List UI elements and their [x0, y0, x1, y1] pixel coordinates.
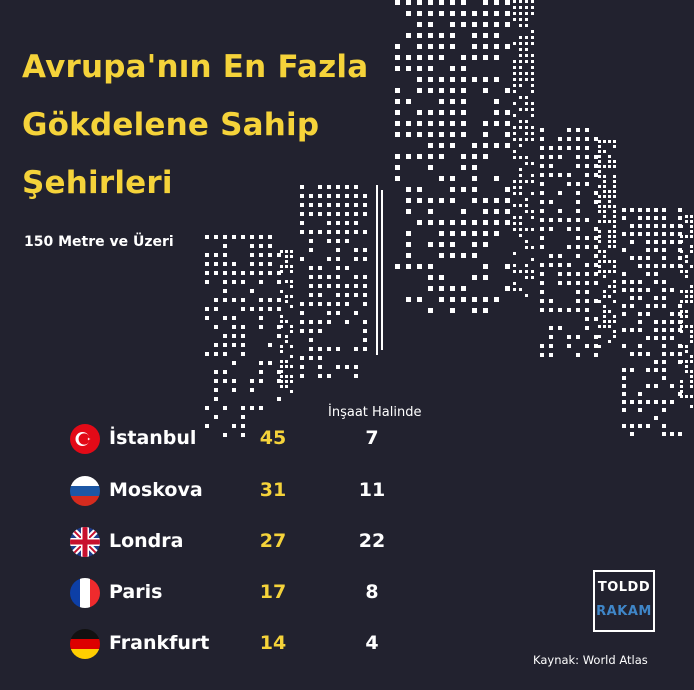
title-line-2: Gökdelene Sahip — [22, 107, 320, 143]
skyscraper-count: 45 — [259, 427, 287, 449]
skyscraper-count: 27 — [259, 530, 287, 552]
source-note: Kaynak: World Atlas — [533, 653, 648, 667]
germany-flag-icon — [70, 629, 100, 659]
under-construction-count: 4 — [365, 632, 379, 654]
under-construction-count: 8 — [365, 581, 379, 603]
city-name: Moskova — [109, 479, 203, 501]
russia-flag-icon — [70, 476, 100, 506]
under-construction-count: 11 — [358, 479, 386, 501]
logo-line-2: RAKAM — [596, 604, 652, 619]
under-construction-count: 22 — [358, 530, 386, 552]
logo-line-1: TOLDD — [597, 580, 651, 595]
title-line-3: Şehirleri — [22, 165, 173, 201]
skyscraper-count: 17 — [259, 581, 287, 603]
toldd-rakam-logo: TOLDD RAKAM — [593, 570, 655, 632]
title-line-1: Avrupa'nın En Fazla — [22, 49, 369, 85]
table-row: Paris 17 8 — [0, 578, 694, 614]
column-header-under-construction: İnşaat Halinde — [328, 405, 422, 420]
skyscraper-count: 31 — [259, 479, 287, 501]
turkey-flag-icon — [70, 424, 100, 454]
city-name: İstanbul — [109, 427, 197, 449]
table-row: Frankfurt 14 4 — [0, 629, 694, 665]
city-name: Frankfurt — [109, 632, 210, 654]
city-name: Paris — [109, 581, 163, 603]
city-name: Londra — [109, 530, 184, 552]
table-row: Moskova 31 11 — [0, 476, 694, 512]
under-construction-count: 7 — [365, 427, 379, 449]
uk-flag-icon — [70, 527, 100, 557]
table-row: Londra 27 22 — [0, 527, 694, 563]
france-flag-icon — [70, 578, 100, 608]
skyscraper-count: 14 — [259, 632, 287, 654]
subtitle: 150 Metre ve Üzeri — [24, 234, 174, 250]
table-row: İstanbul 45 7 — [0, 424, 694, 460]
